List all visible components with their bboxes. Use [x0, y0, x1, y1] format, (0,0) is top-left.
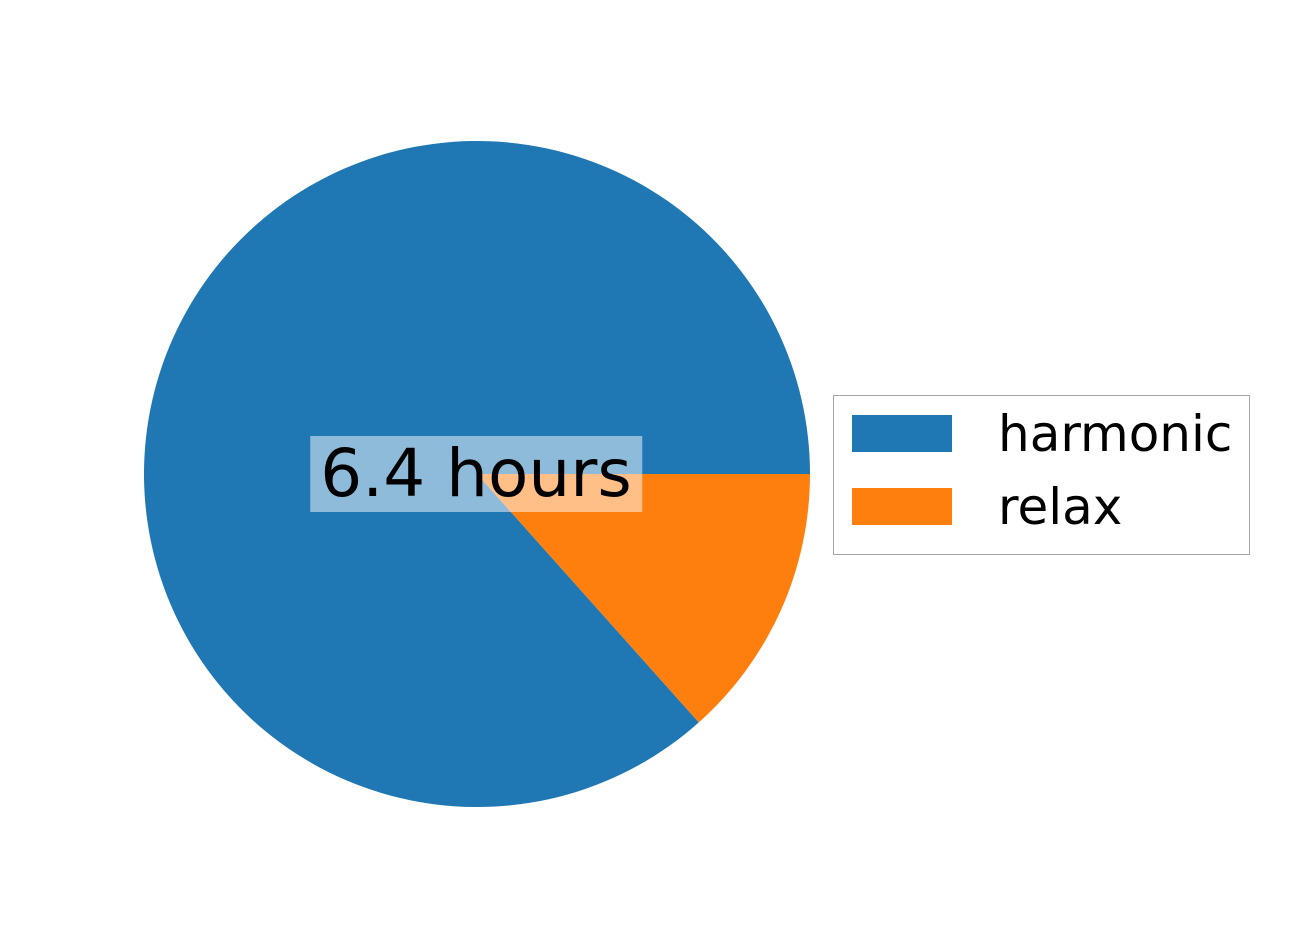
- relax-swatch: [852, 488, 952, 525]
- legend-label-relax: relax: [998, 477, 1123, 536]
- legend-entry-harmonic: harmonic: [852, 409, 1249, 459]
- legend-box: harmonic relax: [833, 395, 1250, 555]
- legend-label-harmonic: harmonic: [998, 404, 1233, 463]
- pie-slice-relax: [477, 474, 810, 723]
- center-annotation: 6.4 hours: [310, 436, 642, 512]
- harmonic-swatch: [852, 415, 952, 452]
- legend-entry-relax: relax: [852, 482, 1249, 532]
